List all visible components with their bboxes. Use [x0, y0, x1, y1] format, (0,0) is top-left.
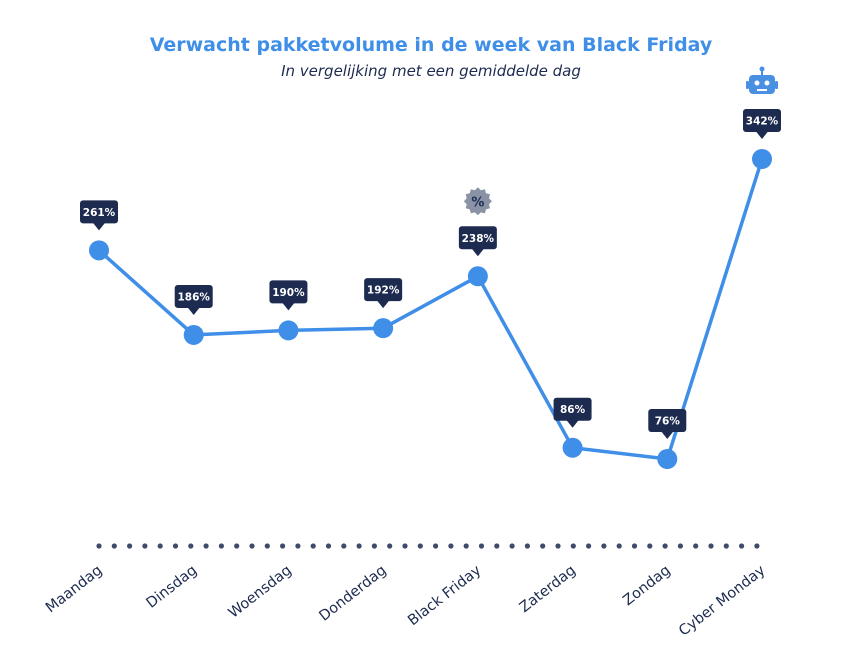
data-point-donderdag [373, 318, 394, 339]
x-tick-label-cyber-monday: Cyber Monday [676, 562, 769, 639]
data-label-black-friday: 238% [458, 226, 497, 257]
chart-subtitle: In vergelijking met een gemiddelde dag [281, 62, 581, 80]
svg-text:342%: 342% [746, 116, 779, 128]
chart-title: Verwacht pakketvolume in de week van Bla… [149, 34, 713, 56]
data-point-zondag [657, 449, 678, 469]
percent-badge-icon: % [463, 187, 492, 216]
data-point-zaterdag [562, 437, 583, 458]
data-point-black-friday [467, 266, 488, 287]
data-label-cyber-monday: 342% [743, 109, 781, 139]
svg-text:86%: 86% [560, 404, 586, 416]
svg-text:%: % [471, 195, 484, 210]
data-point-cyber-monday [752, 149, 772, 169]
data-label-dinsdag: 186% [174, 284, 213, 315]
data-label-zondag: 76% [648, 409, 687, 439]
x-tick-label-woensdag: Woensdag [226, 563, 295, 622]
data-label-zaterdag: 86% [553, 397, 592, 428]
svg-text:76%: 76% [655, 416, 681, 428]
data-point-maandag [89, 240, 109, 261]
data-label-maandag: 261% [80, 200, 118, 231]
data-label-woensdag: 190% [269, 280, 308, 311]
x-tick-label-dinsdag: Dinsdag [144, 563, 201, 612]
svg-text:192%: 192% [367, 285, 400, 297]
x-axis-dotted-line [96, 543, 760, 549]
data-point-woensdag [278, 320, 299, 341]
x-tick-label-donderdag: Donderdag [316, 563, 389, 625]
x-tick-label-black-friday: Black Friday [405, 562, 484, 629]
x-tick-label-maandag: Maandag [43, 563, 105, 617]
data-label-donderdag: 192% [364, 278, 403, 309]
svg-text:186%: 186% [177, 291, 210, 303]
svg-text:238%: 238% [462, 233, 495, 245]
svg-text:261%: 261% [83, 207, 116, 219]
x-tick-label-zaterdag: Zaterdag [517, 563, 579, 617]
series-line [97, 157, 764, 461]
x-tick-label-zondag: Zondag [620, 563, 673, 610]
svg-text:190%: 190% [272, 287, 305, 299]
robot-icon [746, 66, 778, 94]
data-point-dinsdag [183, 324, 204, 345]
